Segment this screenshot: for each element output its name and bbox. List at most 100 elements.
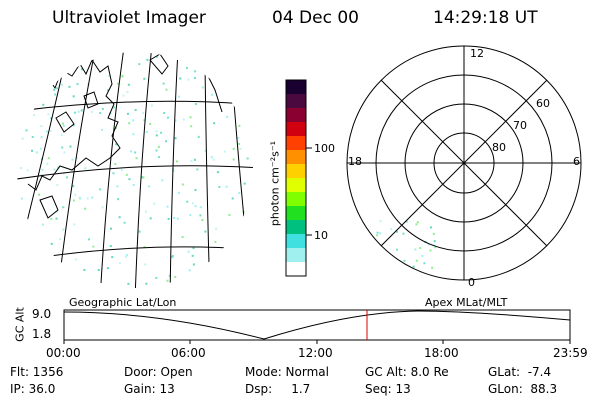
geographic-image [17, 52, 253, 288]
emission-pixel [39, 147, 42, 150]
colorbar-band [286, 150, 306, 165]
timeline-ytick-low: 1.8 [32, 327, 52, 341]
emission-pixel [176, 217, 179, 220]
emission-pixel [77, 110, 80, 113]
emission-pixel [71, 158, 74, 161]
emission-pixel [190, 125, 193, 128]
emission-pixel [178, 95, 181, 98]
emission-pixel [47, 113, 50, 116]
emission-pixel [20, 197, 23, 200]
emission-pixel [415, 223, 418, 226]
emission-pixel [383, 261, 386, 264]
timeline-xtick: 23:59 [553, 346, 588, 360]
emission-pixel [158, 156, 161, 159]
emission-pixel [91, 110, 94, 113]
emission-pixel [129, 150, 132, 153]
emission-pixel [108, 75, 111, 78]
emission-pixel [155, 149, 158, 152]
emission-pixel [79, 197, 82, 200]
emission-pixel [72, 95, 75, 98]
emission-pixel [218, 185, 221, 188]
emission-pixel [72, 185, 75, 188]
emission-pixel [155, 276, 158, 279]
timeline-left-label: Geographic Lat/Lon [69, 296, 177, 309]
emission-pixel [128, 122, 131, 125]
emission-pixel [141, 176, 144, 179]
status-glon: GLon: 88.3 [488, 382, 558, 396]
emission-pixel [123, 221, 126, 224]
emission-pixel [167, 116, 170, 119]
emission-pixel [402, 232, 405, 235]
emission-pixel [68, 85, 71, 88]
status-dsp: Dsp: 1.7 [245, 382, 311, 396]
emission-pixel [118, 262, 121, 265]
emission-pixel [41, 223, 44, 226]
emission-pixel [204, 230, 207, 233]
emission-pixel [188, 269, 191, 272]
emission-pixel [239, 147, 242, 150]
emission-pixel [192, 247, 195, 250]
emission-pixel [66, 176, 69, 179]
emission-pixel [238, 124, 241, 127]
emission-pixel [60, 83, 63, 86]
colorbar-band [286, 122, 306, 137]
emission-pixel [165, 88, 168, 91]
emission-pixel [125, 254, 128, 257]
emission-pixel [194, 70, 197, 73]
emission-pixel [109, 245, 112, 248]
emission-pixel [403, 259, 406, 262]
emission-pixel [97, 268, 100, 271]
emission-pixel [192, 263, 195, 266]
emission-pixel [162, 82, 165, 85]
emission-pixel [215, 227, 218, 230]
emission-pixel [63, 151, 66, 154]
image-date: 04 Dec 00 [272, 8, 359, 28]
emission-pixel [62, 228, 65, 231]
colorbar [285, 79, 312, 277]
emission-pixel [199, 206, 202, 209]
auroral-emission-pixels [20, 55, 249, 285]
emission-pixel [223, 150, 226, 153]
emission-pixel [134, 109, 137, 112]
emission-pixel [157, 145, 160, 148]
mlt-label-0: 0 [468, 276, 475, 289]
emission-pixel [395, 248, 398, 251]
emission-pixel [165, 140, 168, 143]
emission-pixel [142, 112, 145, 115]
emission-pixel [375, 242, 378, 245]
emission-pixel [228, 213, 231, 216]
lat-label-70: 70 [513, 119, 527, 132]
emission-pixel [121, 74, 124, 77]
emission-pixel [211, 93, 214, 96]
emission-pixel [432, 232, 435, 235]
emission-pixel [128, 178, 131, 181]
emission-pixel [88, 238, 91, 241]
emission-pixel [62, 124, 65, 127]
emission-pixel [210, 156, 213, 159]
altitude-curve [63, 310, 571, 340]
colorbar-tick-100: 100 [314, 142, 335, 155]
emission-pixel [423, 262, 426, 265]
emission-pixel [25, 129, 28, 132]
emission-pixel [55, 217, 58, 220]
emission-pixel [38, 193, 41, 196]
emission-pixel [146, 58, 149, 61]
emission-pixel [101, 206, 104, 209]
emission-pixel [45, 130, 48, 133]
emission-pixel [53, 168, 56, 171]
colorbar-band [286, 108, 306, 123]
emission-pixel [193, 77, 196, 80]
emission-pixel [31, 135, 34, 138]
emission-pixel [190, 159, 193, 162]
emission-pixel [155, 55, 158, 58]
emission-pixel [212, 158, 215, 161]
emission-pixel [99, 188, 102, 191]
emission-pixel [376, 231, 379, 234]
emission-pixel [403, 265, 406, 268]
altitude-timeline [63, 309, 571, 344]
emission-pixel [106, 267, 109, 270]
emission-pixel [421, 254, 424, 257]
emission-pixel [379, 232, 382, 235]
emission-pixel [149, 217, 152, 220]
